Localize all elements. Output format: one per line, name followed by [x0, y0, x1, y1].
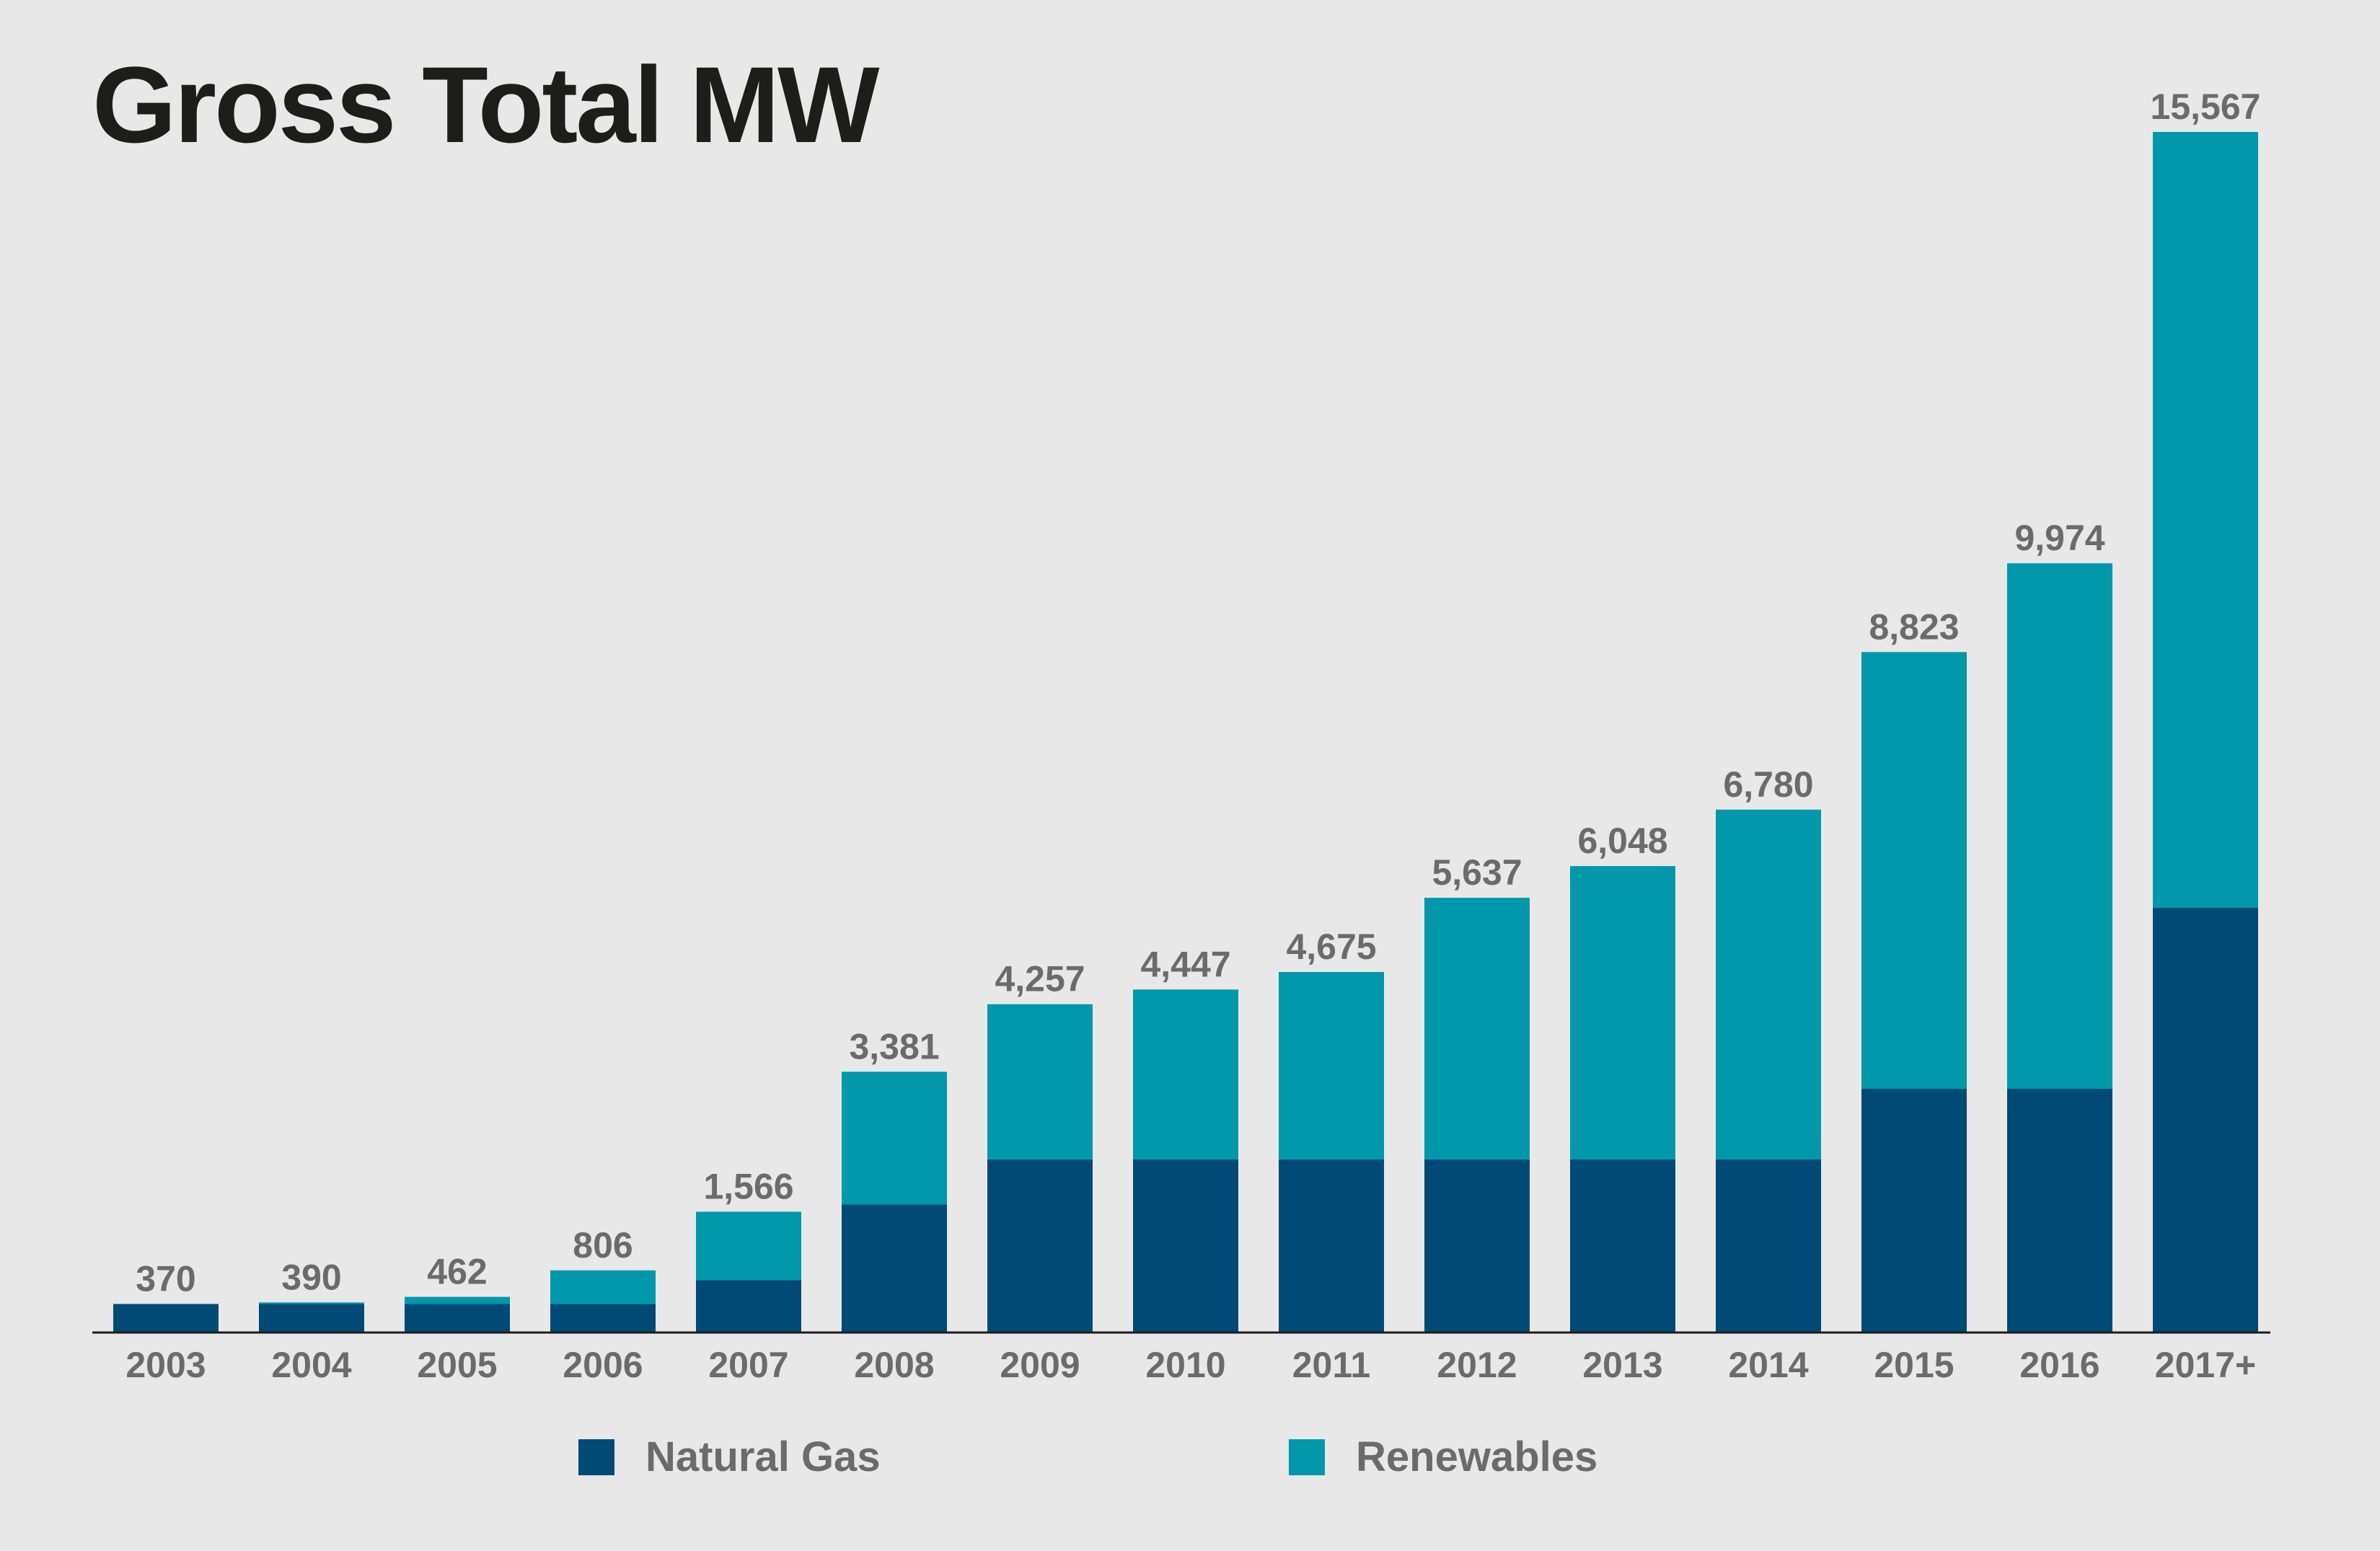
bar-renewables-2012 [1424, 898, 1530, 1159]
bar-natural-gas-2015 [1861, 1089, 1967, 1333]
chart-title: Gross Total MW [92, 44, 880, 165]
value-label-2017: 15,567 [2151, 87, 2261, 127]
bars-group [113, 132, 2258, 1333]
category-label-2006: 2006 [563, 1345, 643, 1385]
bar-natural-gas-2009 [987, 1159, 1093, 1333]
value-label-2015: 8,823 [1869, 606, 1959, 647]
bar-natural-gas-2011 [1279, 1159, 1384, 1333]
bar-natural-gas-2016 [2007, 1089, 2112, 1333]
category-label-2014: 2014 [1728, 1345, 1808, 1385]
bar-renewables-2013 [1570, 866, 1675, 1159]
bar-natural-gas-2003 [113, 1304, 219, 1333]
category-label-2011: 2011 [1292, 1345, 1370, 1385]
category-label-2012: 2012 [1437, 1345, 1517, 1385]
category-label-2005: 2005 [417, 1345, 497, 1385]
category-label-2004: 2004 [271, 1345, 351, 1385]
bar-natural-gas-2005 [405, 1304, 510, 1333]
value-label-2004: 390 [281, 1257, 341, 1297]
value-label-2008: 3,381 [849, 1026, 939, 1066]
value-label-2010: 4,447 [1140, 944, 1230, 984]
value-label-2007: 1,566 [703, 1167, 793, 1207]
bar-renewables-2017 [2153, 132, 2258, 908]
category-label-2010: 2010 [1145, 1345, 1225, 1385]
value-label-2009: 4,257 [995, 959, 1085, 999]
value-label-2012: 5,637 [1432, 852, 1522, 893]
value-label-2014: 6,780 [1723, 764, 1813, 805]
bar-natural-gas-2010 [1133, 1159, 1238, 1333]
category-label-2016: 2016 [2019, 1345, 2099, 1385]
value-label-2013: 6,048 [1577, 821, 1667, 861]
legend-label-natural-gas: Natural Gas [645, 1433, 881, 1480]
bar-renewables-2005 [405, 1296, 510, 1304]
legend-label-renewables: Renewables [1356, 1433, 1597, 1480]
bar-renewables-2004 [259, 1302, 364, 1304]
bar-renewables-2007 [696, 1211, 801, 1281]
category-label-2008: 2008 [854, 1345, 934, 1385]
bar-natural-gas-2008 [842, 1204, 947, 1333]
value-label-2005: 462 [427, 1252, 487, 1292]
value-labels-group: 370 390 462 806 1,566 3,381 4,257 4,447 4,675 5,6… [136, 87, 2260, 1299]
bar-renewables-2010 [1133, 989, 1238, 1159]
bar-renewables-2011 [1279, 971, 1384, 1159]
bar-renewables-2015 [1861, 652, 1967, 1090]
category-labels-group: 2003 2004 2005 2006 2007 2008 2009 2010 2011 2012… [125, 1345, 2256, 1385]
value-label-2003: 370 [136, 1258, 195, 1299]
category-label-2017: 2017+ [2155, 1345, 2256, 1385]
bar-natural-gas-2004 [259, 1304, 364, 1333]
category-label-2007: 2007 [708, 1345, 788, 1385]
category-label-2013: 2013 [1582, 1345, 1662, 1385]
category-label-2003: 2003 [125, 1345, 206, 1385]
bar-natural-gas-2017 [2153, 907, 2258, 1333]
bar-natural-gas-2006 [550, 1304, 656, 1333]
bar-renewables-2009 [987, 1004, 1093, 1159]
bar-natural-gas-2007 [696, 1280, 801, 1333]
legend: Natural Gas Renewables [578, 1433, 1597, 1480]
legend-swatch-renewables [1289, 1439, 1325, 1475]
value-label-2006: 806 [573, 1225, 633, 1265]
bar-natural-gas-2012 [1424, 1159, 1530, 1333]
bar-renewables-2006 [550, 1270, 656, 1304]
bar-renewables-2014 [1716, 809, 1821, 1159]
legend-swatch-natural-gas [578, 1439, 614, 1475]
bar-natural-gas-2014 [1716, 1159, 1821, 1333]
value-label-2011: 4,675 [1286, 927, 1376, 967]
bar-natural-gas-2013 [1570, 1159, 1675, 1333]
bar-renewables-2008 [842, 1071, 947, 1205]
category-label-2015: 2015 [1874, 1345, 1954, 1385]
value-label-2016: 9,974 [2014, 518, 2104, 558]
bar-renewables-2016 [2007, 563, 2112, 1090]
category-label-2009: 2009 [1000, 1345, 1080, 1385]
